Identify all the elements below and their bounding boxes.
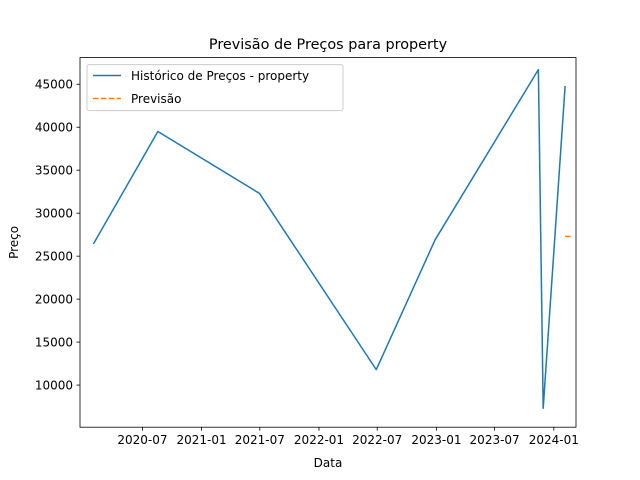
plot-area (80, 57, 576, 428)
chart-title: Previsão de Preços para property (209, 37, 448, 53)
y-tick-label: 40000 (35, 121, 73, 135)
x-tick-label: 2022-01 (294, 433, 344, 447)
x-tick-label: 2022-07 (352, 433, 402, 447)
legend-box (86, 64, 344, 112)
y-tick-label: 30000 (35, 206, 73, 220)
x-tick-label: 2021-01 (177, 433, 227, 447)
series-layer (92, 68, 572, 410)
y-tick-label: 15000 (35, 335, 73, 349)
legend: Histórico de Preços - property Previsão (86, 64, 344, 112)
y-tick-label: 20000 (35, 292, 73, 306)
x-tick-label: 2023-01 (411, 433, 461, 447)
y-tick-label: 35000 (35, 163, 73, 177)
y-tick-label: 10000 (35, 378, 73, 392)
x-tick-label: 2023-07 (470, 433, 520, 447)
y-tick-label: 25000 (35, 249, 73, 263)
legend-label-previsao: Previsão (131, 92, 181, 106)
axes-frame (79, 57, 577, 428)
x-tick-label: 2024-01 (529, 433, 579, 447)
y-tick-label: 45000 (35, 78, 73, 92)
y-axis-label: Preço (7, 226, 21, 259)
x-axis-ticks: 2020-07 2021-01 2021-07 2022-01 2022-07 2023-… (117, 427, 579, 447)
x-axis-label: Data (314, 456, 343, 470)
legend-label-historico: Histórico de Preços - property (131, 69, 309, 83)
y-axis-ticks: 10000 15000 20000 25000 30000 35000 40000 45000 (35, 78, 80, 392)
series-line-historico (92, 68, 566, 410)
x-tick-label: 2020-07 (117, 433, 167, 447)
x-tick-label: 2021-07 (235, 433, 285, 447)
